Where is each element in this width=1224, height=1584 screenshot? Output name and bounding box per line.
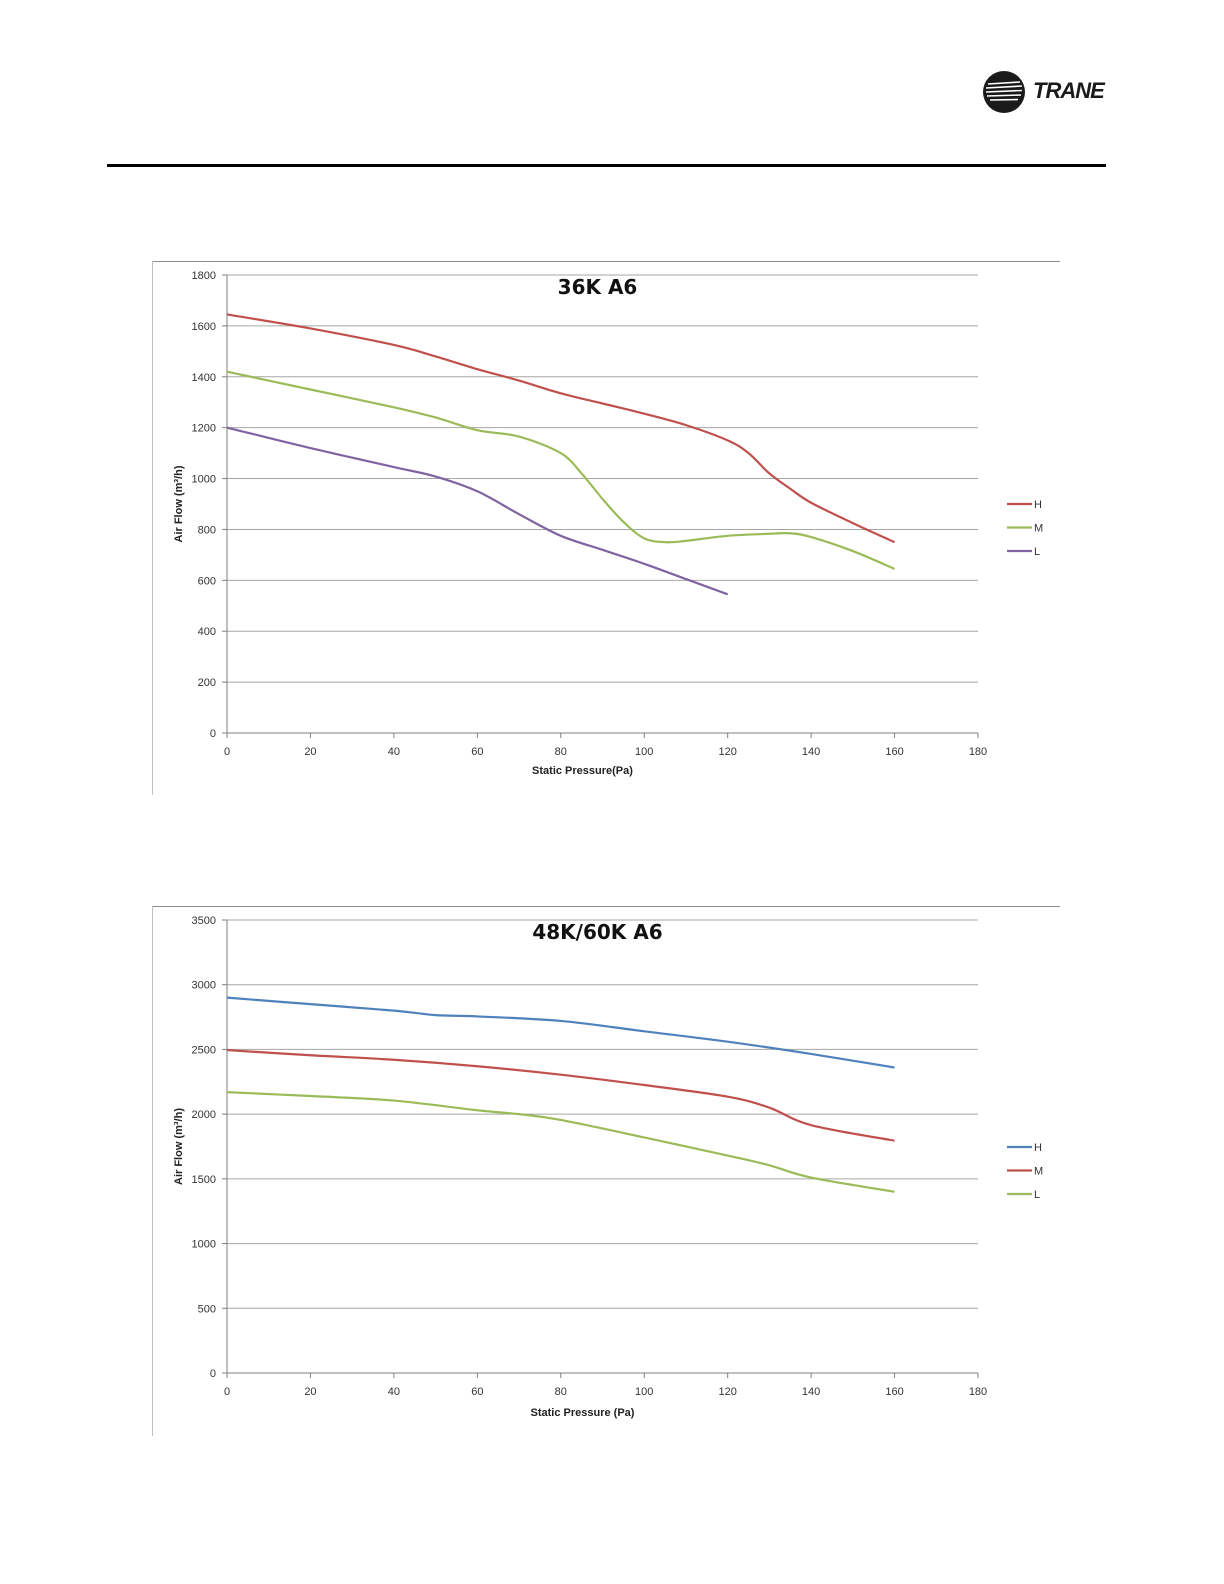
x-tick-label: 80 <box>555 746 567 758</box>
x-tick-label: 80 <box>555 1386 567 1398</box>
series-line-L <box>226 426 729 596</box>
legend-label-M: M <box>1034 1166 1043 1178</box>
series-line-M <box>226 370 895 570</box>
legend-label-L: L <box>1034 546 1040 558</box>
x-tick-label: 40 <box>388 1386 400 1398</box>
chart-title: 48K/60K A6 <box>532 920 662 944</box>
x-tick-label: 100 <box>635 746 653 758</box>
y-tick-label: 600 <box>198 575 216 587</box>
legend-label-H: H <box>1034 499 1042 511</box>
y-tick-label: 2500 <box>192 1044 216 1056</box>
x-tick-label: 40 <box>388 746 400 758</box>
header-rule <box>107 164 1106 167</box>
chart-36k-svg: 0 200 400 600 800 1000 1200 1400 1600 1800 0 20 40 60… <box>152 261 1060 795</box>
x-axis-title: Static Pressure (Pa) <box>531 1407 635 1419</box>
y-axis-title: Air Flow (m³/h) <box>173 1108 185 1185</box>
y-tick-label: 3000 <box>192 980 216 992</box>
x-tick-label: 180 <box>969 746 987 758</box>
y-tick-label: 1600 <box>192 321 216 333</box>
brand-name: TRANE <box>1033 78 1105 103</box>
x-tick-label: 120 <box>718 746 736 758</box>
x-tick-label: 20 <box>304 746 316 758</box>
x-tick-label: 160 <box>885 1386 903 1398</box>
x-tick-label: 20 <box>304 1386 316 1398</box>
y-tick-label: 800 <box>198 524 216 536</box>
x-tick-label: 60 <box>471 746 483 758</box>
y-tick-label: 1000 <box>192 474 216 486</box>
series-line-H <box>226 996 895 1069</box>
y-tick-label: 0 <box>210 728 216 740</box>
x-axis-title: Static Pressure(Pa) <box>532 765 633 777</box>
chart-48k-60k-svg: 0 500 1000 1500 2000 2500 3000 3500 0 20 40 60 80 100… <box>152 906 1060 1436</box>
y-tick-label: 200 <box>198 677 216 689</box>
chart-48k-60k: 0 500 1000 1500 2000 2500 3000 3500 0 20 40 60 80 100… <box>152 906 1060 1436</box>
legend-label-L: L <box>1034 1189 1040 1201</box>
x-tick-label: 140 <box>802 1386 820 1398</box>
legend-label-H: H <box>1034 1142 1042 1154</box>
y-tick-label: 2000 <box>192 1109 216 1121</box>
y-tick-label: 0 <box>210 1368 216 1380</box>
y-tick-label: 1200 <box>192 423 216 435</box>
y-tick-label: 1500 <box>192 1174 216 1186</box>
chart-title: 36K A6 <box>558 275 638 299</box>
x-tick-label: 140 <box>802 746 820 758</box>
x-tick-label: 0 <box>224 746 230 758</box>
x-tick-label: 100 <box>635 1386 653 1398</box>
trane-logo-stripes-icon <box>985 81 1023 101</box>
x-tick-label: 120 <box>718 1386 736 1398</box>
x-tick-label: 180 <box>969 1386 987 1398</box>
series-line-L <box>226 1091 895 1193</box>
legend-label-M: M <box>1034 523 1043 535</box>
series-line-H <box>226 313 896 544</box>
y-tick-label: 1000 <box>192 1239 216 1251</box>
series-line-M <box>226 1048 895 1142</box>
y-tick-label: 1400 <box>192 372 216 384</box>
y-axis-title: Air Flow (m³/h) <box>173 465 185 542</box>
y-tick-label: 3500 <box>192 915 216 927</box>
trane-logo <box>983 71 1025 113</box>
x-tick-label: 0 <box>224 1386 230 1398</box>
x-tick-label: 160 <box>885 746 903 758</box>
y-tick-label: 400 <box>198 626 216 638</box>
y-tick-label: 1800 <box>192 270 216 282</box>
x-tick-label: 60 <box>471 1386 483 1398</box>
y-tick-label: 500 <box>198 1303 216 1315</box>
chart-36k: 0 200 400 600 800 1000 1200 1400 1600 1800 0 20 40 60… <box>152 261 1060 795</box>
